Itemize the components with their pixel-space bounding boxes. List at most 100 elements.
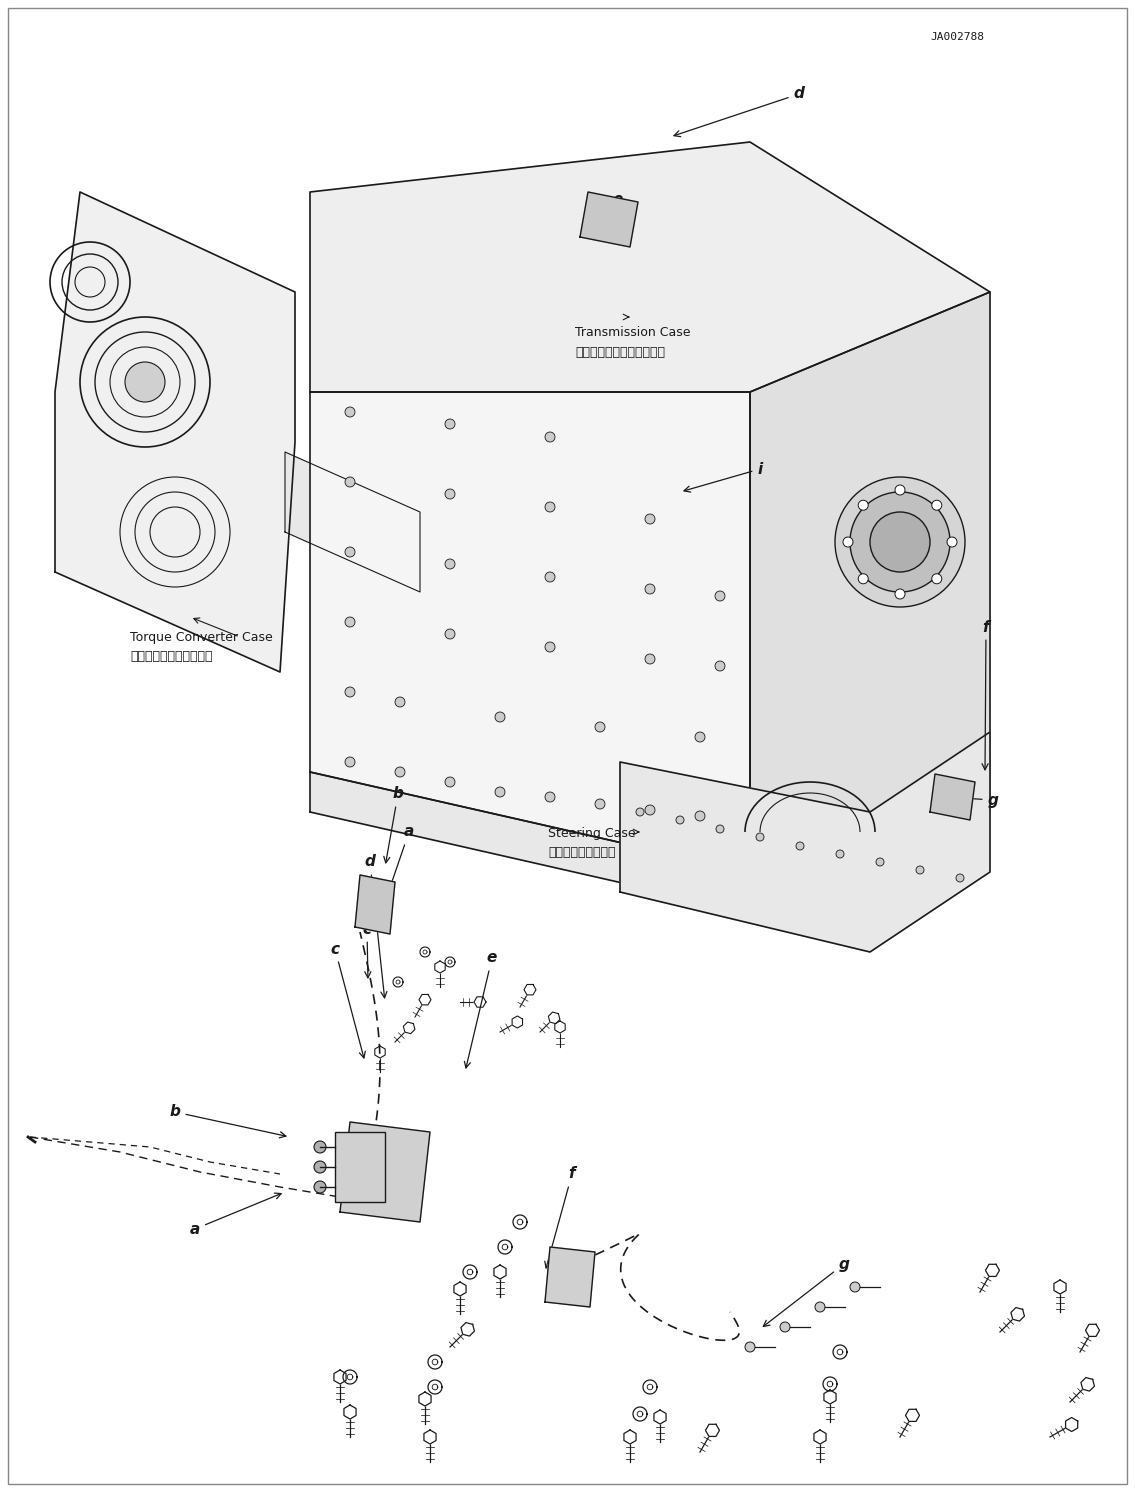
Polygon shape (344, 1405, 356, 1419)
Circle shape (314, 1141, 326, 1153)
Circle shape (345, 686, 355, 697)
Polygon shape (1011, 1307, 1025, 1320)
Polygon shape (620, 733, 990, 952)
Polygon shape (340, 1122, 430, 1222)
Polygon shape (310, 392, 750, 871)
Text: b: b (384, 786, 403, 862)
Circle shape (545, 571, 555, 582)
Polygon shape (545, 1247, 595, 1307)
Circle shape (695, 733, 705, 742)
Circle shape (395, 767, 405, 777)
Circle shape (896, 589, 905, 598)
Circle shape (932, 500, 942, 510)
Polygon shape (419, 1392, 431, 1405)
Text: e: e (594, 192, 623, 207)
Circle shape (796, 841, 804, 850)
Polygon shape (985, 1264, 1000, 1277)
Polygon shape (654, 1410, 666, 1423)
Polygon shape (375, 1046, 385, 1058)
Circle shape (495, 786, 505, 797)
Polygon shape (1081, 1377, 1094, 1391)
Circle shape (715, 591, 725, 601)
Polygon shape (706, 1425, 720, 1437)
Text: Torque Converter Case: Torque Converter Case (131, 631, 272, 643)
Bar (335, 1132, 385, 1203)
Polygon shape (310, 771, 990, 912)
Polygon shape (824, 1391, 836, 1404)
Text: i: i (684, 461, 763, 492)
Polygon shape (906, 1410, 919, 1422)
Circle shape (932, 574, 942, 583)
Circle shape (850, 492, 950, 592)
Circle shape (645, 806, 655, 815)
Circle shape (345, 477, 355, 486)
Circle shape (858, 574, 868, 583)
Circle shape (716, 825, 724, 833)
Circle shape (850, 1282, 860, 1292)
Polygon shape (1085, 1325, 1100, 1337)
Circle shape (956, 874, 964, 882)
Polygon shape (355, 874, 395, 934)
Polygon shape (555, 1021, 565, 1032)
Circle shape (345, 756, 355, 767)
Polygon shape (285, 452, 420, 592)
Circle shape (835, 477, 965, 607)
Circle shape (345, 548, 355, 557)
Polygon shape (424, 1429, 436, 1444)
Text: g: g (764, 1256, 849, 1326)
Circle shape (545, 642, 555, 652)
Circle shape (876, 858, 884, 865)
Circle shape (445, 489, 455, 498)
Circle shape (495, 712, 505, 722)
Circle shape (636, 809, 644, 816)
Circle shape (645, 515, 655, 524)
Polygon shape (419, 995, 431, 1006)
Polygon shape (454, 1282, 466, 1297)
Polygon shape (1066, 1417, 1078, 1431)
Text: JA002788: JA002788 (930, 31, 984, 42)
Circle shape (595, 800, 605, 809)
Text: トランスミッションケース: トランスミッションケース (575, 346, 665, 358)
Circle shape (916, 865, 924, 874)
Circle shape (695, 812, 705, 821)
Circle shape (314, 1182, 326, 1194)
Text: d: d (674, 87, 805, 137)
Circle shape (843, 537, 854, 548)
Circle shape (836, 850, 844, 858)
Circle shape (815, 1303, 825, 1311)
Polygon shape (930, 774, 975, 821)
Circle shape (345, 407, 355, 416)
Polygon shape (494, 1265, 506, 1279)
Polygon shape (580, 192, 638, 248)
Circle shape (445, 419, 455, 430)
Circle shape (595, 722, 605, 733)
Polygon shape (474, 997, 486, 1007)
Circle shape (947, 537, 957, 548)
Polygon shape (461, 1322, 474, 1335)
Circle shape (780, 1322, 790, 1332)
Polygon shape (310, 142, 990, 392)
Circle shape (645, 653, 655, 664)
Text: a: a (190, 1194, 281, 1237)
Polygon shape (54, 192, 295, 671)
Text: d: d (364, 855, 387, 998)
Text: e: e (464, 950, 497, 1068)
Polygon shape (524, 985, 536, 995)
Circle shape (345, 618, 355, 627)
Polygon shape (403, 1022, 415, 1034)
Text: トルクコンバータケース: トルクコンバータケース (131, 651, 212, 664)
Polygon shape (814, 1429, 826, 1444)
Circle shape (395, 697, 405, 707)
Polygon shape (334, 1370, 346, 1385)
Text: f: f (545, 1167, 575, 1268)
Text: Steering Case: Steering Case (548, 828, 636, 840)
Circle shape (545, 501, 555, 512)
Text: ステアリングケース: ステアリングケース (548, 846, 615, 858)
Text: c: c (362, 922, 371, 977)
Circle shape (756, 833, 764, 841)
Circle shape (445, 560, 455, 568)
Circle shape (125, 363, 165, 401)
Polygon shape (750, 292, 990, 871)
Circle shape (545, 433, 555, 442)
Text: b: b (169, 1104, 286, 1138)
